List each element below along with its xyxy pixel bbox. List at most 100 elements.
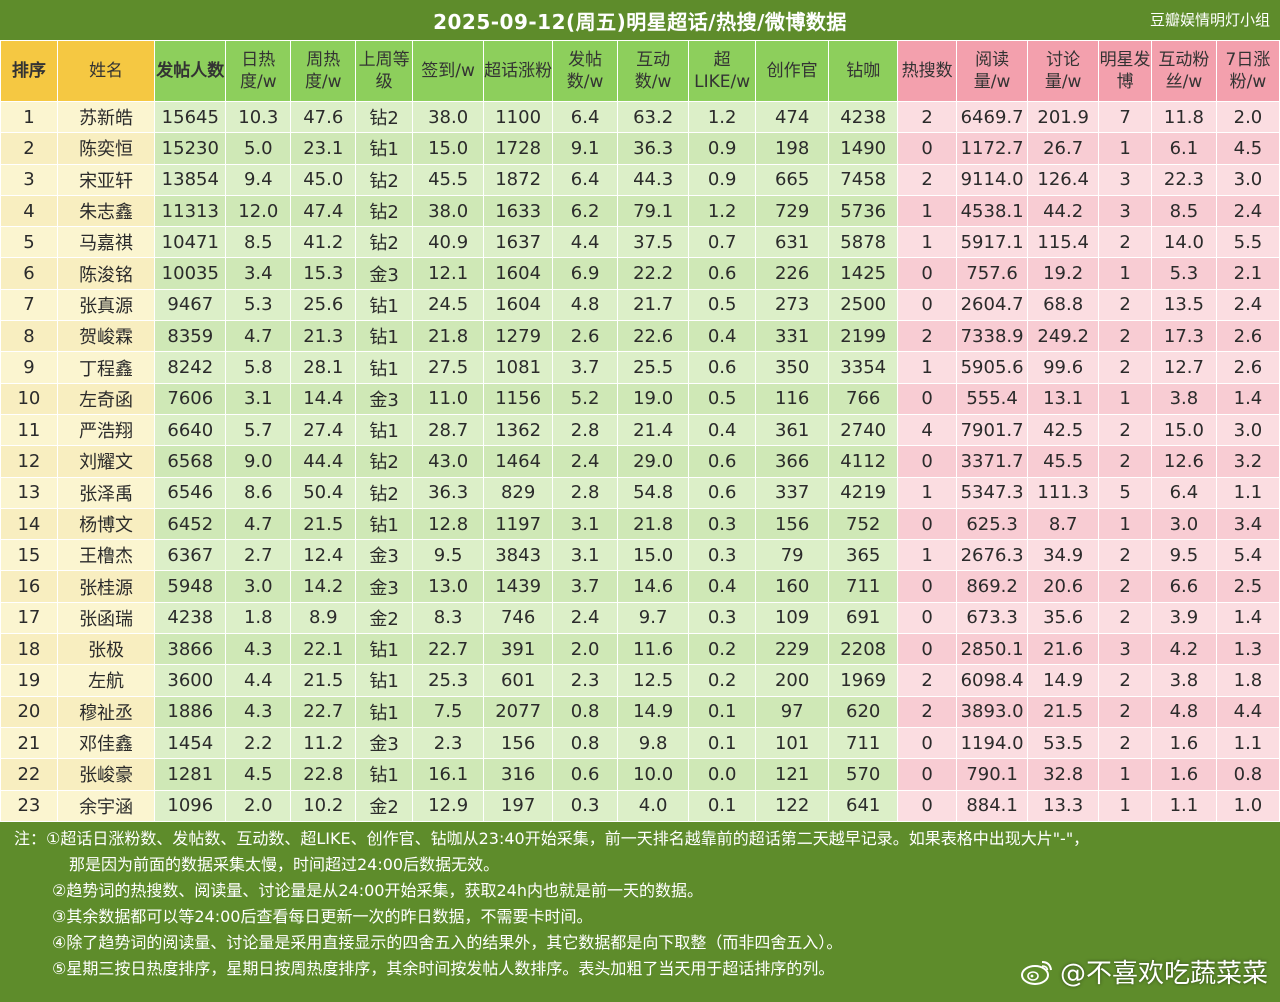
table-cell: 1 [1098,382,1152,415]
table-cell: 13.0 [412,570,485,603]
table-cell: 1 [897,476,958,509]
table-cell: 316 [483,758,554,791]
table-cell: 邓佳鑫 [56,726,156,760]
table-cell: 361 [755,413,830,447]
table-cell: 2604.7 [956,288,1029,322]
table-cell: 1728 [483,132,554,165]
table-cell: 1.4 [1215,382,1280,415]
table-cell: 1.1 [1215,726,1280,760]
table-cell: 8.5 [225,226,292,259]
table-cell: 746 [483,601,554,635]
table-cell: 4.2 [1150,633,1217,666]
table-cell: 229 [755,633,830,666]
table-cell: 钻1 [355,633,414,666]
table-cell: 391 [483,633,554,666]
table-cell: 10471 [154,226,227,259]
table-row: 13 张泽禹 6546 8.6 50.4 钻2 36.3 829 2.8 54.8 0.6 337 42… [0,476,1280,509]
table-cell: 15.3 [290,257,357,290]
table-cell: 28.7 [412,413,485,447]
table-cell: 2.0 [1215,100,1280,134]
table-cell: 20 [0,695,58,728]
table-row: 9 丁程鑫 8242 5.8 28.1 钻1 27.5 1081 3.7 25.5 0.6 350 33… [0,351,1280,384]
table-cell: 2500 [828,288,899,322]
table-cell: 张泽禹 [56,476,156,509]
table-cell: 2.0 [552,633,619,666]
table-cell: 7 [1098,100,1152,134]
table-cell: 7458 [828,163,899,196]
table-row: 21 邓佳鑫 1454 2.2 11.2 金3 2.3 156 0.8 9.8 0.1 101 711 0… [0,726,1280,760]
table-cell: 2 [0,132,58,165]
table-cell: 19.2 [1027,257,1100,290]
table-cell: 1633 [483,194,554,228]
table-cell: 3.1 [225,382,292,415]
table-cell: 1.2 [688,100,757,134]
table-cell: 12.9 [412,789,485,822]
table-cell: 22.2 [617,257,690,290]
table-cell: 18 [0,633,58,666]
table-cell: 14.2 [290,570,357,603]
table-cell: 6.6 [1150,570,1217,603]
table-cell: 331 [755,320,830,353]
table-cell: 36.3 [412,476,485,509]
note-4: ④除了趋势词的阅读量、讨论量是采用直接显示的四舍五入的结果外，其它数据都是向下取… [52,933,843,952]
table-cell: 0.0 [688,758,757,791]
table-cell: 0.1 [688,789,757,822]
table-cell: 2 [1098,288,1152,322]
table-cell: 1 [897,351,958,384]
table-cell: 1281 [154,758,227,791]
table-cell: 12.7 [1150,351,1217,384]
table-header-row: 排序 姓名 发帖人数 日热度/w 周热度/w 上周等级 签到/w 超话涨粉 发帖数/w 互动数/w… [0,40,1280,102]
table-cell: 200 [755,664,830,697]
table-cell: 0 [897,132,958,165]
table-cell: 金2 [355,789,414,822]
table-cell: 160 [755,570,830,603]
table-cell: 5.4 [1215,539,1280,572]
table-cell: 3.7 [552,351,619,384]
table-row: 19 左航 3600 4.4 21.5 钻1 25.3 601 2.3 12.5 0.2 200 196… [0,664,1280,697]
table-cell: 金3 [355,570,414,603]
table-cell: 9.5 [1150,539,1217,572]
table-cell: 22.6 [617,320,690,353]
table-cell: 2 [1098,445,1152,478]
table-cell: 1081 [483,351,554,384]
column-header: 发帖数/w [552,40,619,102]
table-cell: 122 [755,789,830,822]
title-bar: 2025-09-12(周五)明星超话/热搜/微博数据 豆瓣娱情明灯小组 [0,0,1280,40]
table-cell: 22.8 [290,758,357,791]
table-cell: 156 [755,507,830,541]
table-cell: 21.5 [290,507,357,541]
table-cell: 8.6 [225,476,292,509]
table-cell: 6 [0,257,58,290]
table-cell: 0.8 [1215,758,1280,791]
table-cell: 1454 [154,726,227,760]
table-cell: 0 [897,726,958,760]
table-cell: 4.0 [617,789,690,822]
table-cell: 5347.3 [956,476,1029,509]
table-cell: 0.3 [688,507,757,541]
column-header: 互动数/w [617,40,690,102]
table-cell: 22.7 [412,633,485,666]
table-cell: 0.5 [688,382,757,415]
table-cell: 2 [1098,601,1152,635]
table-cell: 0.9 [688,163,757,196]
table-cell: 3.0 [1150,507,1217,541]
table-cell: 11 [0,413,58,447]
table-cell: 631 [755,226,830,259]
table-cell: 5878 [828,226,899,259]
table-cell: 197 [483,789,554,822]
table-cell: 14.9 [1027,664,1100,697]
table-cell: 陈奕恒 [56,132,156,165]
table-cell: 1.8 [225,601,292,635]
table-cell: 22 [0,758,58,791]
table-cell: 3.0 [1215,163,1280,196]
group-name: 豆瓣娱情明灯小组 [1149,11,1270,29]
table-cell: 3866 [154,633,227,666]
table-cell: 22.3 [1150,163,1217,196]
column-header: 日热度/w [225,40,292,102]
table-cell: 陈浚铭 [56,257,156,290]
table-cell: 6.2 [552,194,619,228]
table-cell: 5905.6 [956,351,1029,384]
table-cell: 15.0 [1150,413,1217,447]
table-cell: 15 [0,539,58,572]
table-cell: 1100 [483,100,554,134]
